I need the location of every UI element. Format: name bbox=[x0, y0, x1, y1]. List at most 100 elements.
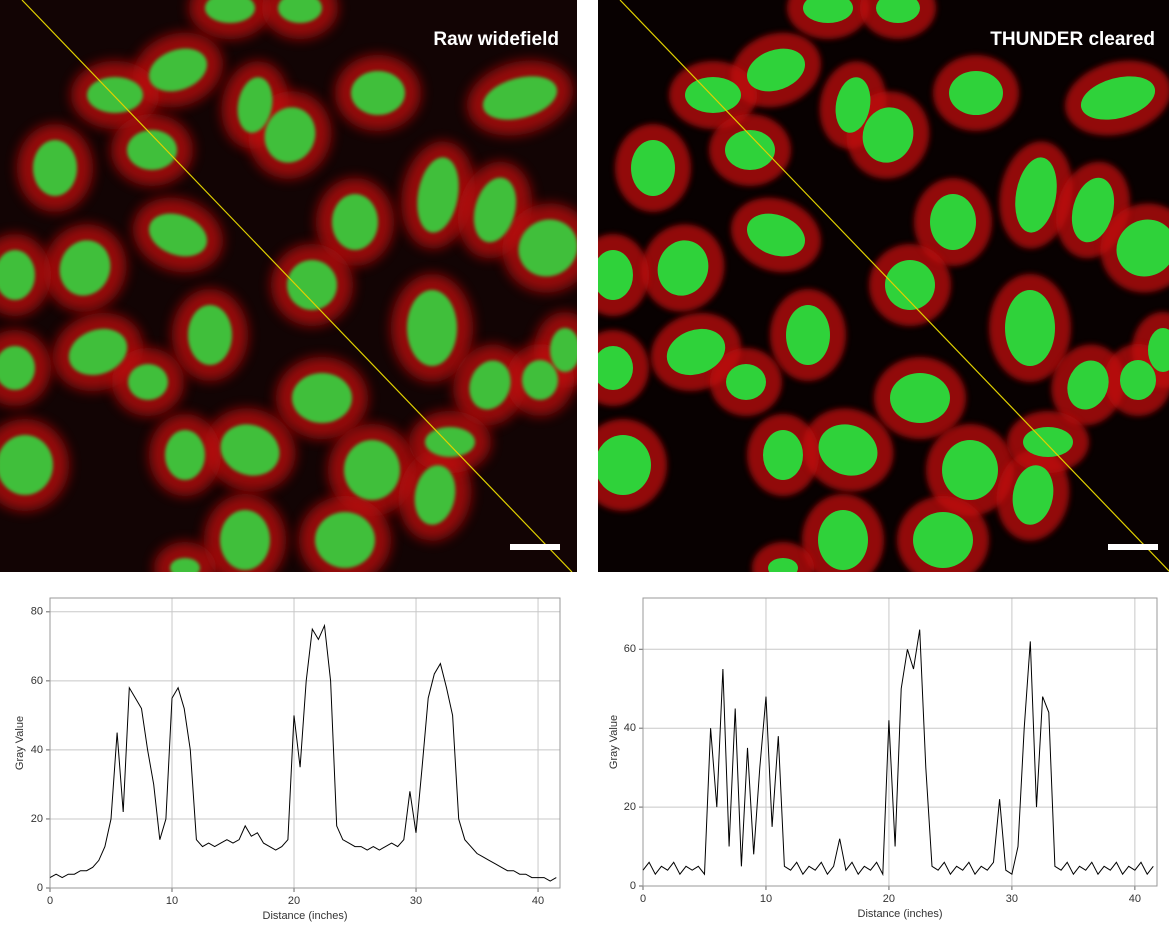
x-tick-label: 20 bbox=[288, 895, 300, 907]
y-axis-label: Gray Value bbox=[608, 715, 620, 769]
nucleus bbox=[1080, 76, 1156, 120]
nucleus bbox=[685, 77, 741, 113]
cytoplasm bbox=[154, 542, 216, 572]
nucleus bbox=[220, 424, 280, 476]
nucleus bbox=[550, 328, 577, 372]
nucleus bbox=[315, 512, 375, 568]
nucleus bbox=[148, 48, 208, 92]
nucleus bbox=[763, 430, 803, 480]
y-tick-label: 40 bbox=[624, 722, 636, 734]
nucleus bbox=[425, 427, 475, 457]
nucleus bbox=[518, 219, 577, 277]
x-tick-label: 0 bbox=[640, 893, 646, 905]
nucleus bbox=[59, 240, 111, 296]
plot-frame bbox=[642, 597, 1158, 887]
nucleus bbox=[1067, 360, 1109, 410]
nucleus bbox=[1071, 177, 1115, 243]
profile-line bbox=[49, 623, 557, 882]
nucleus bbox=[68, 328, 128, 376]
nucleus bbox=[205, 0, 255, 23]
nucleus bbox=[913, 512, 973, 568]
nucleus bbox=[1012, 465, 1054, 525]
micrograph-cleared bbox=[598, 0, 1169, 572]
x-tick-label: 0 bbox=[47, 895, 53, 907]
x-tick-label: 40 bbox=[532, 895, 544, 907]
nucleus bbox=[1023, 427, 1073, 457]
nucleus bbox=[818, 510, 868, 570]
nucleus bbox=[0, 435, 53, 495]
profile-line bbox=[619, 0, 1169, 572]
y-tick-label: 60 bbox=[624, 643, 636, 655]
nucleus bbox=[890, 373, 950, 423]
nucleus bbox=[127, 130, 177, 170]
nucleus bbox=[351, 71, 405, 115]
nucleus bbox=[482, 76, 558, 120]
nucleus bbox=[469, 360, 511, 410]
x-tick-label: 30 bbox=[1006, 893, 1018, 905]
nucleus bbox=[835, 77, 871, 133]
nucleus bbox=[876, 0, 920, 23]
nucleus bbox=[165, 430, 205, 480]
x-axis-label: Distance (inches) bbox=[263, 910, 348, 922]
y-tick-label: 0 bbox=[630, 880, 636, 892]
cytoplasm bbox=[752, 542, 814, 572]
nucleus bbox=[1148, 328, 1169, 372]
nucleus bbox=[949, 71, 1003, 115]
y-axis-label: Gray Value bbox=[14, 716, 26, 770]
nucleus bbox=[598, 250, 633, 300]
nucleus bbox=[1005, 290, 1055, 366]
nucleus bbox=[598, 346, 633, 390]
nucleus bbox=[332, 194, 378, 250]
x-tick-label: 20 bbox=[883, 893, 895, 905]
nucleus bbox=[1015, 157, 1057, 233]
x-tick-label: 10 bbox=[166, 895, 178, 907]
plot-frame bbox=[49, 597, 561, 889]
nucleus bbox=[407, 290, 457, 366]
y-tick-label: 20 bbox=[624, 801, 636, 813]
y-tick-label: 80 bbox=[31, 606, 43, 618]
profile-line bbox=[21, 0, 573, 572]
nucleus bbox=[631, 140, 675, 196]
panel-title: Raw widefield bbox=[433, 29, 559, 50]
nucleus bbox=[278, 0, 322, 23]
nucleus bbox=[726, 364, 766, 400]
nucleus bbox=[264, 107, 316, 163]
nucleus bbox=[786, 305, 830, 365]
nucleus bbox=[220, 510, 270, 570]
nucleus bbox=[0, 250, 35, 300]
nucleus bbox=[414, 465, 456, 525]
nucleus bbox=[666, 328, 726, 376]
y-tick-label: 0 bbox=[37, 882, 43, 894]
nucleus bbox=[725, 130, 775, 170]
nucleus bbox=[598, 435, 651, 495]
nucleus bbox=[417, 157, 459, 233]
profile-line bbox=[642, 629, 1154, 877]
nucleus bbox=[885, 260, 935, 310]
scale-bar bbox=[510, 544, 560, 550]
y-tick-label: 20 bbox=[31, 813, 43, 825]
nucleus bbox=[473, 177, 517, 243]
nucleus bbox=[930, 194, 976, 250]
panel-title: THUNDER cleared bbox=[990, 29, 1155, 50]
nucleus bbox=[0, 346, 35, 390]
nucleus bbox=[1116, 219, 1169, 277]
scale-bar bbox=[1108, 544, 1158, 550]
nucleus bbox=[862, 107, 914, 163]
nucleus bbox=[803, 0, 853, 23]
nucleus bbox=[87, 77, 143, 113]
x-tick-label: 10 bbox=[760, 893, 772, 905]
nucleus bbox=[170, 558, 200, 572]
nucleus bbox=[148, 213, 208, 257]
nucleus bbox=[188, 305, 232, 365]
nucleus bbox=[818, 424, 878, 476]
nucleus bbox=[292, 373, 352, 423]
micrograph-raw bbox=[0, 0, 577, 572]
nucleus bbox=[768, 558, 798, 572]
nucleus bbox=[128, 364, 168, 400]
x-tick-label: 40 bbox=[1129, 893, 1141, 905]
x-tick-label: 30 bbox=[410, 895, 422, 907]
x-axis-label: Distance (inches) bbox=[858, 908, 943, 920]
nucleus bbox=[344, 440, 400, 500]
nucleus bbox=[746, 48, 806, 92]
nucleus bbox=[657, 240, 709, 296]
